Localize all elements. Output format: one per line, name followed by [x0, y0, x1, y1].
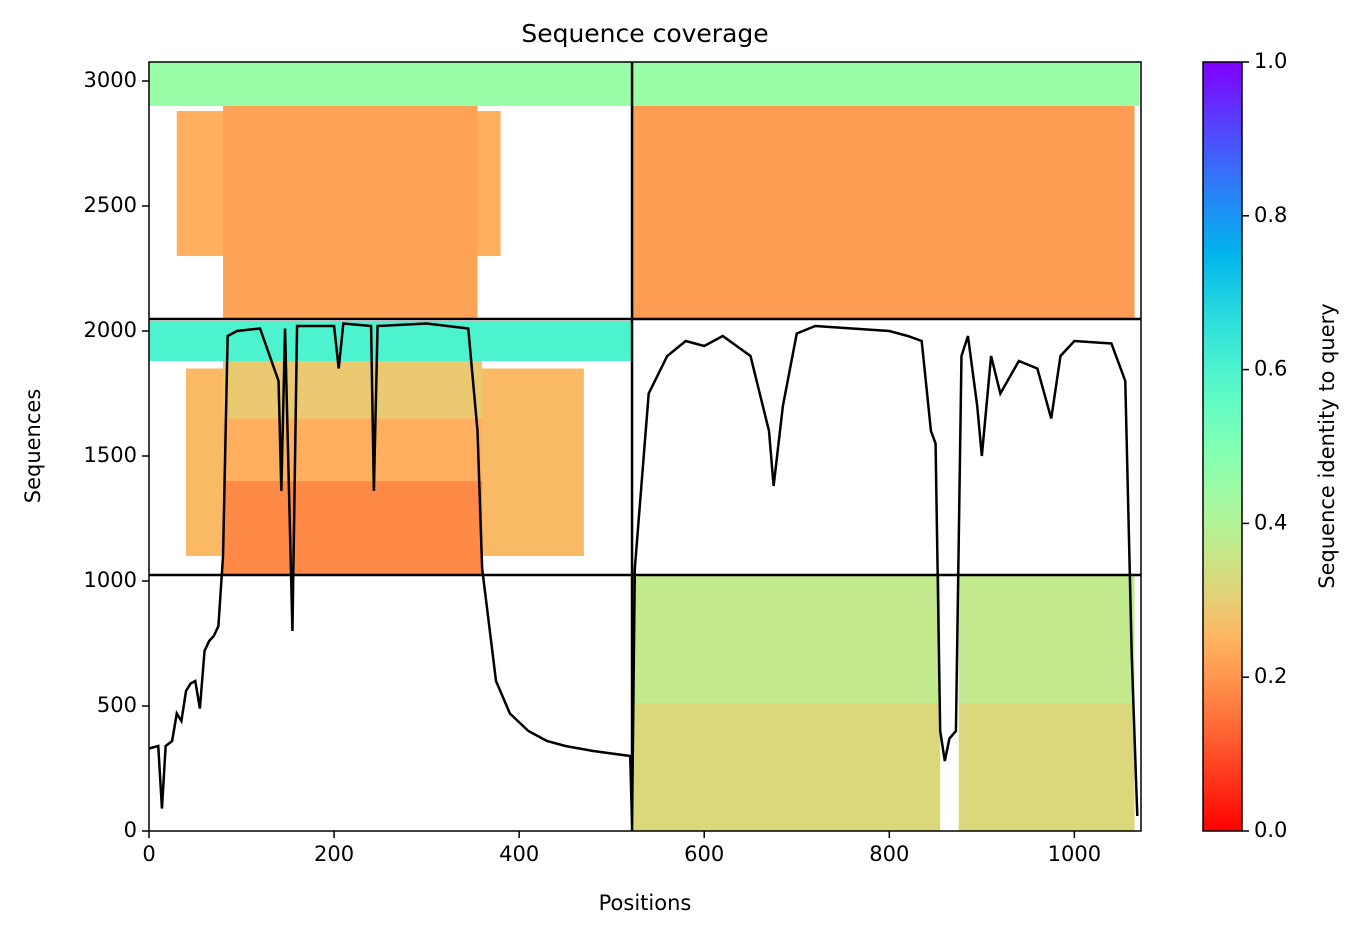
x-tick-label: 1000 — [1048, 842, 1101, 866]
coverage-block — [958, 575, 1135, 703]
colorbar — [1202, 61, 1243, 832]
y-tick-label: 500 — [97, 693, 137, 717]
coverage-line — [148, 322, 1139, 824]
y-tick-label: 2000 — [84, 318, 137, 342]
y-tick-label: 1500 — [84, 443, 137, 467]
colorbar-tick-label: 0.0 — [1254, 818, 1287, 842]
y-tick-label: 3000 — [84, 68, 137, 92]
x-tick-label: 400 — [499, 842, 539, 866]
coverage-block — [223, 361, 483, 419]
colorbar-tick-label: 0.2 — [1254, 664, 1287, 688]
coverage-block — [632, 575, 941, 703]
y-axis-label: Sequences — [21, 389, 45, 504]
x-tick-label: 0 — [142, 842, 155, 866]
x-tick-label: 800 — [869, 842, 909, 866]
colorbar-label: Sequence identity to query — [1315, 303, 1339, 588]
coverage-block — [149, 321, 633, 361]
y-tick-label: 1000 — [84, 568, 137, 592]
colorbar-tick-label: 1.0 — [1254, 49, 1287, 73]
coverage-block — [223, 481, 483, 575]
colorbar-tick-label: 0.4 — [1254, 510, 1287, 534]
colorbar-tick-label: 0.6 — [1254, 357, 1287, 381]
coverage-block — [149, 62, 633, 106]
colorbar-tick-label: 0.8 — [1254, 203, 1287, 227]
chart-title: Sequence coverage — [521, 19, 768, 48]
x-tick-label: 200 — [314, 842, 354, 866]
y-tick-label: 2500 — [84, 193, 137, 217]
x-tick-label: 600 — [684, 842, 724, 866]
x-axis-label: Positions — [599, 891, 692, 915]
coverage-block — [223, 418, 483, 481]
coverage-block — [632, 703, 941, 831]
y-tick-label: 0 — [124, 818, 137, 842]
plot-frame — [148, 61, 1142, 832]
coverage-block — [223, 106, 478, 319]
coverage-block — [632, 106, 1135, 319]
coverage-block — [958, 703, 1135, 831]
coverage-block — [632, 62, 1140, 106]
